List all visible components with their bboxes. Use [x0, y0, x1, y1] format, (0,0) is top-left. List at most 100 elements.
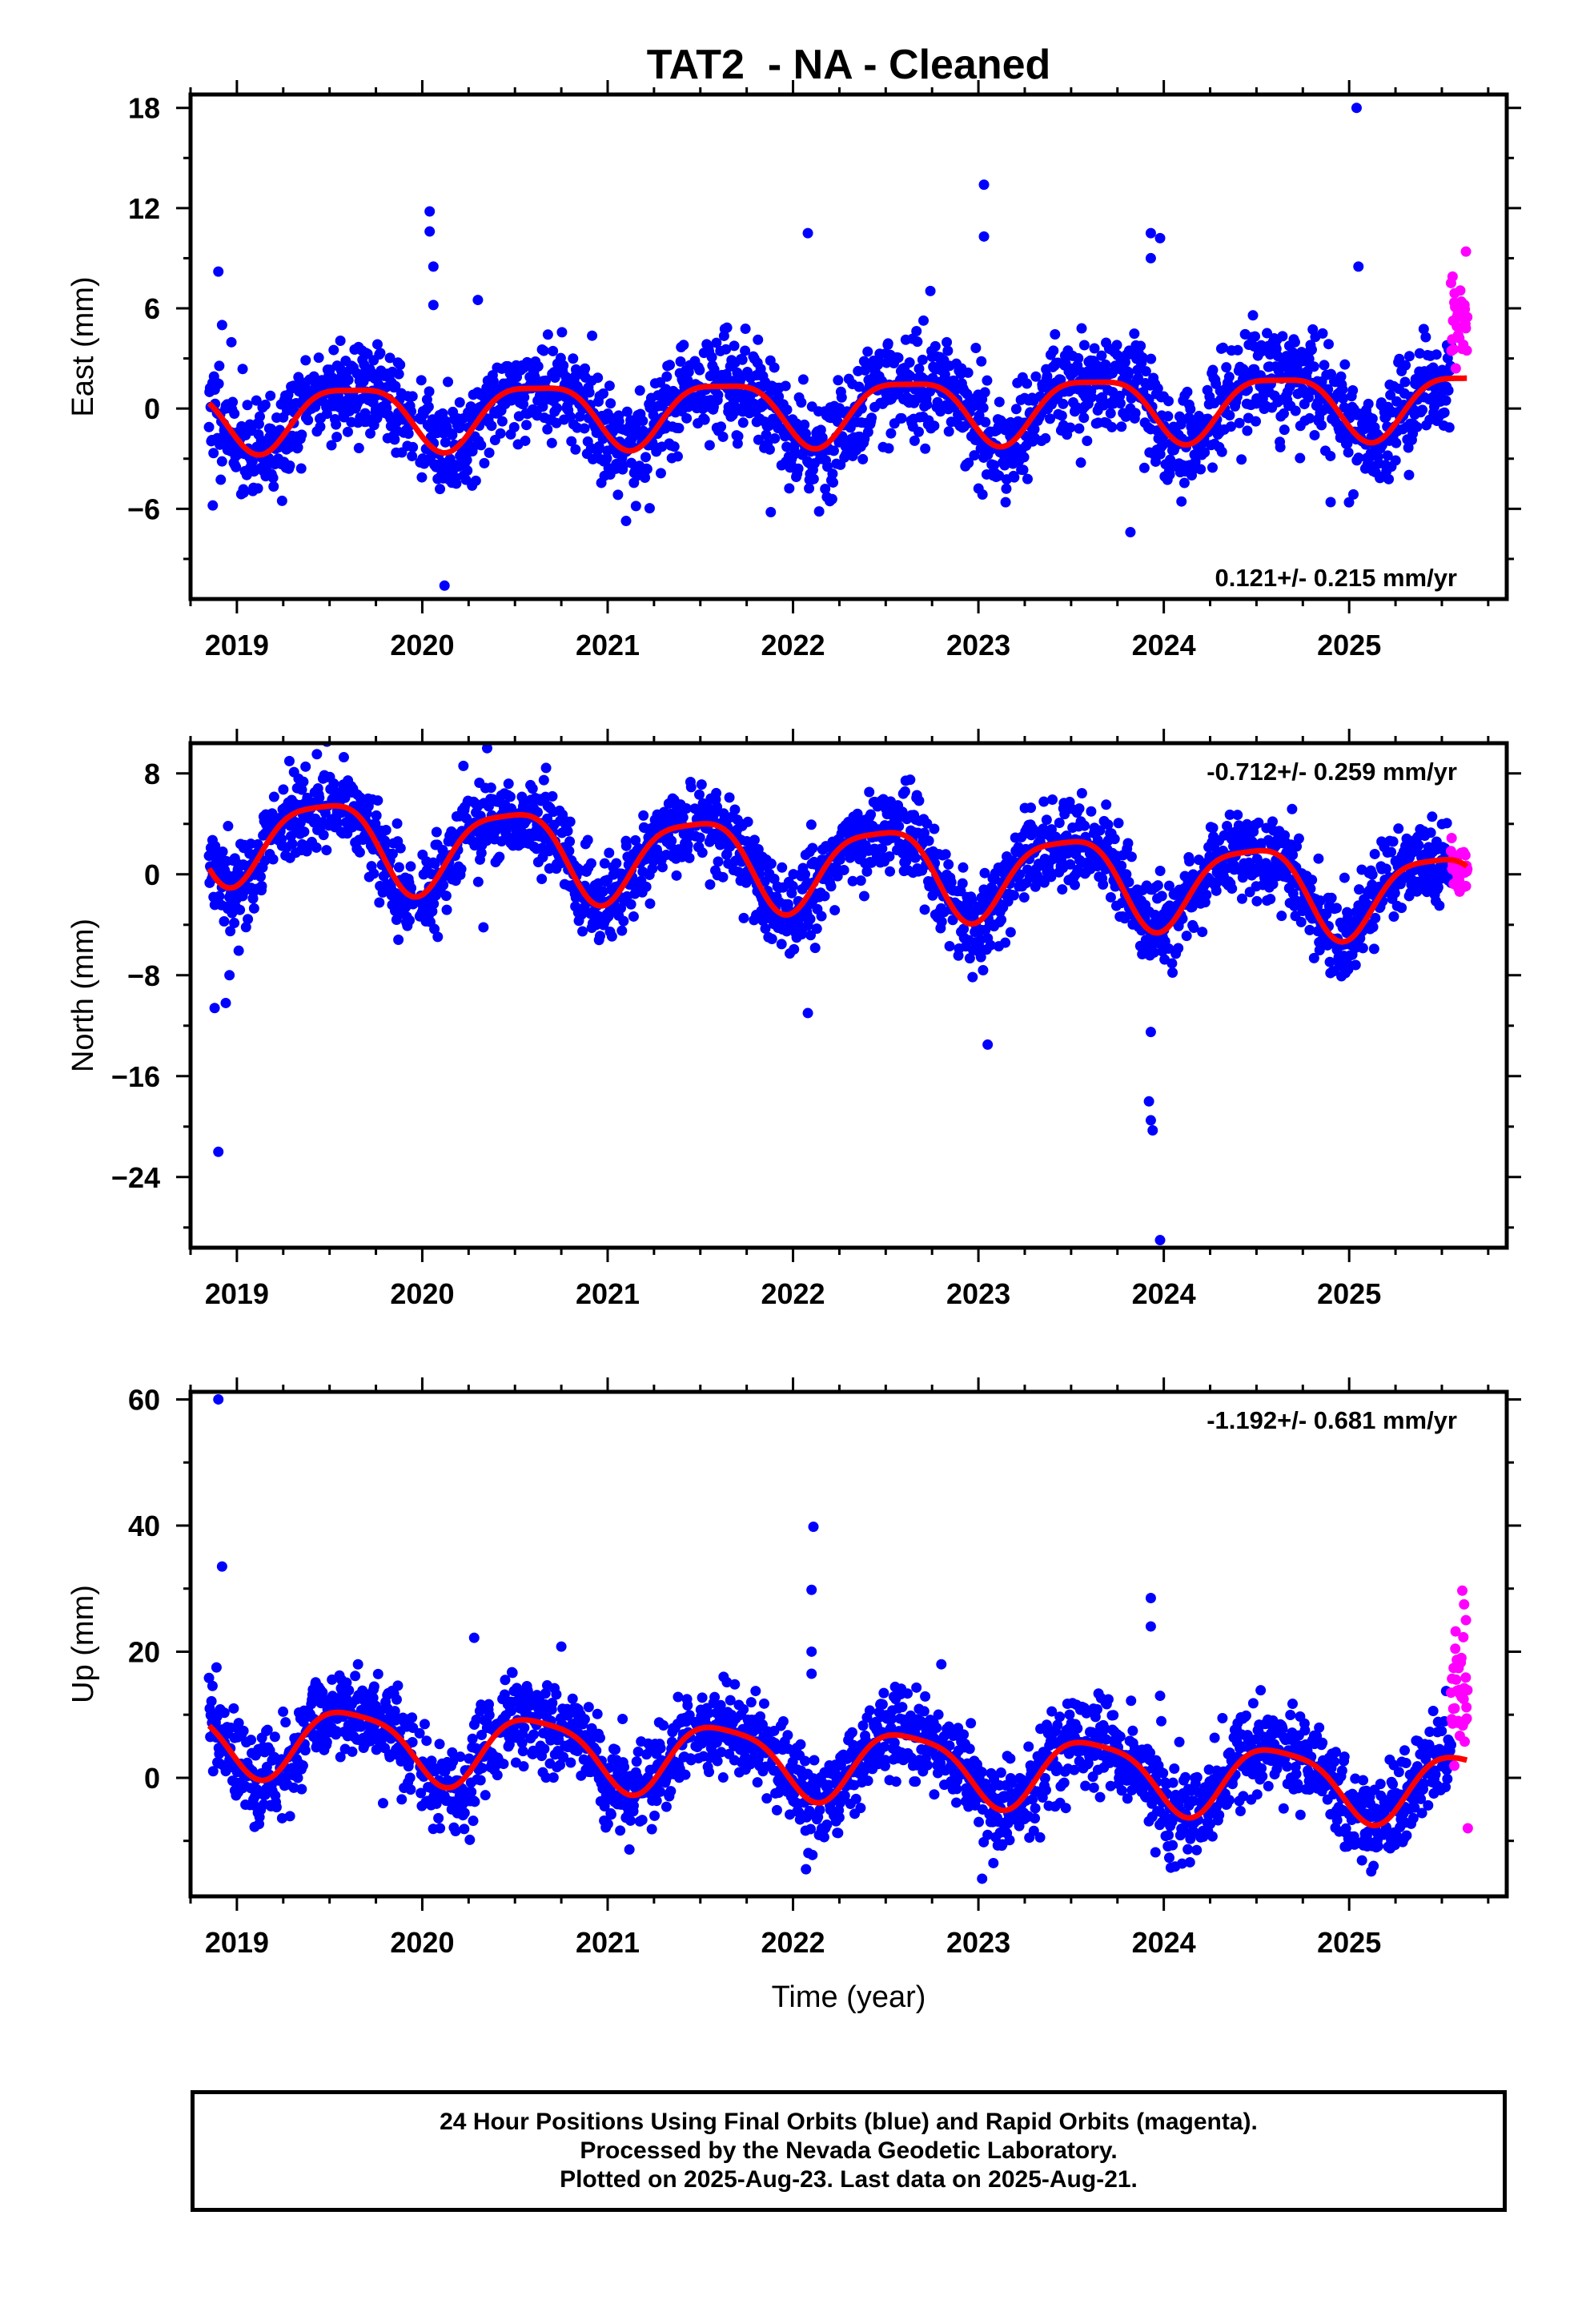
- final-orbit-point: [207, 1680, 218, 1691]
- final-orbit-point: [542, 813, 553, 824]
- final-orbit-point: [1236, 454, 1247, 465]
- final-orbit-point: [564, 846, 575, 857]
- final-orbit-point: [1431, 349, 1442, 360]
- y-tick-label: 0: [144, 1762, 160, 1795]
- final-orbit-point: [585, 858, 596, 869]
- final-orbit-point: [804, 483, 815, 494]
- final-orbit-point: [666, 835, 677, 846]
- final-orbit-point: [749, 834, 760, 846]
- final-orbit-point: [566, 436, 577, 447]
- outlier-point: [1460, 246, 1472, 257]
- final-orbit-point: [1369, 848, 1380, 859]
- final-orbit-point: [729, 804, 741, 815]
- final-orbit-point: [542, 329, 553, 340]
- final-orbit-point: [540, 375, 552, 386]
- final-orbit-point: [1106, 421, 1118, 432]
- final-orbit-point: [1022, 473, 1033, 485]
- final-orbit-point: [920, 443, 931, 454]
- final-orbit-point: [724, 792, 735, 803]
- final-orbit-point: [1123, 876, 1134, 887]
- final-orbit-point: [335, 335, 346, 346]
- final-orbit-point: [540, 762, 552, 774]
- final-orbit-point: [246, 1735, 257, 1746]
- final-orbit-point: [1339, 872, 1350, 883]
- final-orbit-point: [1157, 440, 1168, 451]
- y-tick-label: 60: [128, 1383, 160, 1416]
- final-orbit-point: [379, 835, 391, 846]
- final-orbit-point: [538, 774, 549, 786]
- final-orbit-point: [1109, 834, 1120, 845]
- outlier-point: [1145, 1115, 1156, 1126]
- final-orbit-point: [809, 943, 821, 954]
- final-orbit-point: [911, 325, 922, 336]
- final-orbit-point: [1185, 404, 1196, 415]
- final-orbit-point: [268, 481, 279, 493]
- final-orbit-point: [885, 428, 897, 439]
- final-orbit-point: [1105, 891, 1116, 903]
- final-orbit-point: [393, 862, 404, 873]
- final-orbit-point: [321, 1736, 332, 1747]
- final-orbit-point: [1434, 900, 1445, 911]
- final-orbit-point: [696, 779, 707, 790]
- final-orbit-point: [1308, 361, 1319, 372]
- final-orbit-point: [208, 448, 219, 459]
- final-orbit-point: [1232, 810, 1243, 821]
- outlier-point: [978, 179, 990, 191]
- final-orbit-point: [977, 489, 988, 501]
- final-orbit-point: [893, 821, 905, 832]
- final-orbit-point: [711, 337, 722, 348]
- final-orbit-point: [1303, 353, 1315, 364]
- final-orbit-point: [753, 334, 764, 345]
- final-orbit-point: [913, 795, 925, 806]
- final-orbit-point: [684, 852, 695, 863]
- data-points: [203, 1393, 1473, 1884]
- final-orbit-point: [896, 412, 907, 424]
- x-tick-label: 2020: [390, 629, 454, 661]
- outlier-point: [1351, 103, 1362, 114]
- final-orbit-point: [883, 443, 894, 454]
- final-orbit-point: [265, 390, 276, 401]
- final-orbit-point: [777, 862, 788, 873]
- final-orbit-point: [828, 476, 839, 488]
- final-orbit-point: [706, 352, 717, 363]
- final-orbit-point: [1251, 416, 1262, 427]
- final-orbit-point: [599, 858, 610, 869]
- outlier-point: [478, 922, 489, 933]
- x-tick-label: 2021: [576, 629, 640, 661]
- final-orbit-point: [1323, 339, 1334, 350]
- y-tick-label: −24: [111, 1161, 160, 1194]
- final-orbit-point: [215, 474, 227, 485]
- final-orbit-point: [1097, 392, 1108, 403]
- final-orbit-point: [1197, 927, 1208, 938]
- final-orbit-point: [1166, 958, 1178, 969]
- final-orbit-point: [503, 778, 514, 790]
- final-orbit-point: [793, 463, 804, 474]
- final-orbit-point: [1221, 362, 1232, 373]
- north-panel: 2019 2020 2021 2022 2023 2024 2025−24−16−808No…: [66, 729, 1521, 1310]
- final-orbit-point: [1367, 869, 1378, 880]
- final-orbit-point: [225, 926, 236, 937]
- data-points: [203, 743, 1473, 1246]
- final-orbit-point: [462, 465, 473, 476]
- final-orbit-point: [243, 914, 254, 925]
- final-orbit-point: [944, 940, 955, 951]
- final-orbit-point: [1174, 411, 1185, 422]
- final-orbit-point: [538, 345, 549, 356]
- final-orbit-point: [881, 357, 892, 368]
- final-orbit-point: [974, 410, 985, 421]
- final-orbit-point: [267, 854, 279, 865]
- final-orbit-point: [217, 846, 228, 857]
- final-orbit-point: [313, 352, 324, 364]
- final-orbit-point: [1130, 408, 1141, 419]
- final-orbit-point: [813, 506, 825, 517]
- final-orbit-point: [1393, 823, 1404, 834]
- final-orbit-point: [582, 834, 593, 846]
- final-orbit-point: [1078, 412, 1090, 424]
- final-orbit-point: [461, 455, 472, 466]
- final-orbit-point: [1309, 429, 1320, 440]
- final-orbit-point: [458, 760, 469, 771]
- final-orbit-point: [970, 343, 982, 354]
- final-orbit-point: [268, 791, 279, 802]
- final-orbit-point: [1133, 372, 1144, 384]
- final-orbit-point: [1262, 328, 1273, 339]
